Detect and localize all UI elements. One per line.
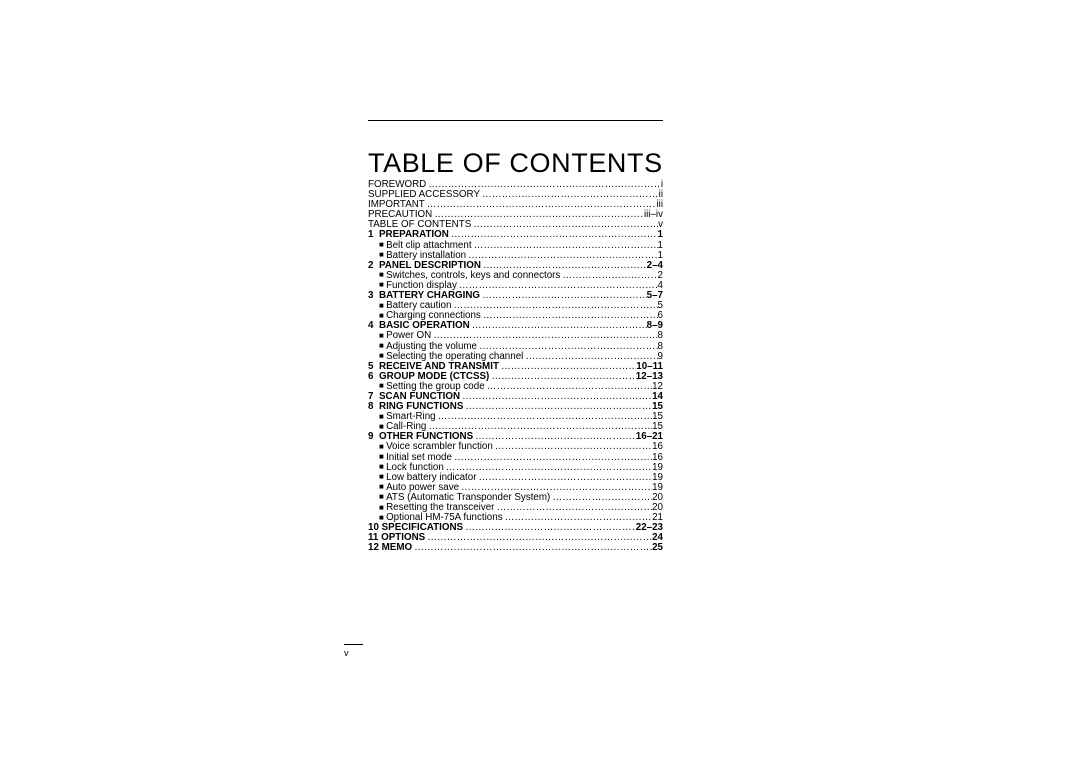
toc-row: 12 MEMO 25 <box>368 543 663 553</box>
toc-leader <box>425 533 652 543</box>
toc-leader <box>473 432 636 442</box>
toc-leader <box>463 402 652 412</box>
toc-chapter-number: 2 <box>368 261 379 271</box>
toc-leader <box>466 251 657 261</box>
table-of-contents: FOREWORDiSUPPLIED ACCESSORYiiIMPORTANTii… <box>368 180 663 553</box>
document-page: TABLE OF CONTENTS FOREWORDiSUPPLIED ACCE… <box>0 0 1080 763</box>
toc-leader <box>472 241 658 251</box>
toc-leader <box>481 311 658 321</box>
top-rule <box>368 120 663 121</box>
toc-leader <box>480 291 647 301</box>
toc-leader <box>460 392 652 402</box>
toc-leader <box>489 372 635 382</box>
folio-rule <box>344 644 363 645</box>
page-title: TABLE OF CONTENTS <box>368 148 663 179</box>
toc-label: MEMO <box>382 543 412 553</box>
toc-leader <box>451 301 657 311</box>
toc-leader <box>436 412 652 422</box>
toc-chapter-number: 4 <box>368 321 379 331</box>
toc-leader <box>470 321 647 331</box>
toc-leader <box>412 543 652 553</box>
toc-leader <box>463 523 636 533</box>
toc-leader <box>485 382 652 392</box>
toc-chapter-number: 8 <box>368 402 379 412</box>
folio: v <box>344 648 349 658</box>
toc-leader <box>480 190 659 200</box>
toc-leader <box>493 442 652 452</box>
toc-row: Power ON 8 <box>368 331 663 341</box>
toc-leader <box>499 362 636 372</box>
toc-leader <box>471 220 658 230</box>
toc-leader <box>476 473 652 483</box>
toc-page: 25 <box>652 543 663 553</box>
toc-label: Power ON <box>379 331 431 341</box>
toc-leader <box>431 331 657 341</box>
toc-leader <box>449 230 658 240</box>
toc-leader <box>550 493 652 503</box>
toc-leader <box>425 200 657 210</box>
toc-page: 8 <box>658 331 663 341</box>
toc-chapter-number: 6 <box>368 372 379 382</box>
toc-chapter-number: 3 <box>368 291 379 301</box>
toc-leader <box>494 503 652 513</box>
toc-leader <box>457 281 658 291</box>
toc-leader <box>452 453 652 463</box>
toc-chapter-number: 1 <box>368 230 379 240</box>
toc-chapter-number: 12 <box>368 543 382 553</box>
toc-row: 11 OPTIONS24 <box>368 533 663 543</box>
toc-leader <box>503 513 652 523</box>
toc-chapter-number: 9 <box>368 432 379 442</box>
toc-leader <box>560 271 657 281</box>
